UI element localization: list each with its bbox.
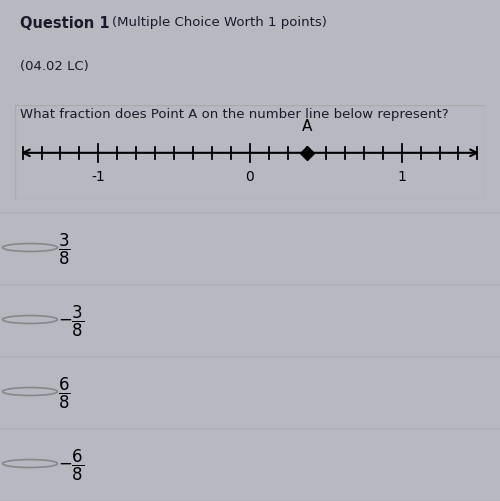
Text: (04.02 LC): (04.02 LC)	[20, 60, 89, 73]
Text: $\dfrac{3}{8}$: $\dfrac{3}{8}$	[58, 231, 70, 267]
Text: 0: 0	[246, 170, 254, 184]
Text: A: A	[302, 119, 312, 134]
Text: $-\dfrac{6}{8}$: $-\dfrac{6}{8}$	[58, 447, 84, 482]
Text: $-\dfrac{3}{8}$: $-\dfrac{3}{8}$	[58, 303, 84, 339]
Text: (Multiple Choice Worth 1 points): (Multiple Choice Worth 1 points)	[112, 16, 328, 29]
Text: 1: 1	[397, 170, 406, 184]
Text: -1: -1	[92, 170, 106, 184]
Text: Question 1: Question 1	[20, 16, 110, 31]
Text: What fraction does Point A on the number line below represent?: What fraction does Point A on the number…	[20, 108, 448, 121]
Text: $\dfrac{6}{8}$: $\dfrac{6}{8}$	[58, 375, 70, 411]
